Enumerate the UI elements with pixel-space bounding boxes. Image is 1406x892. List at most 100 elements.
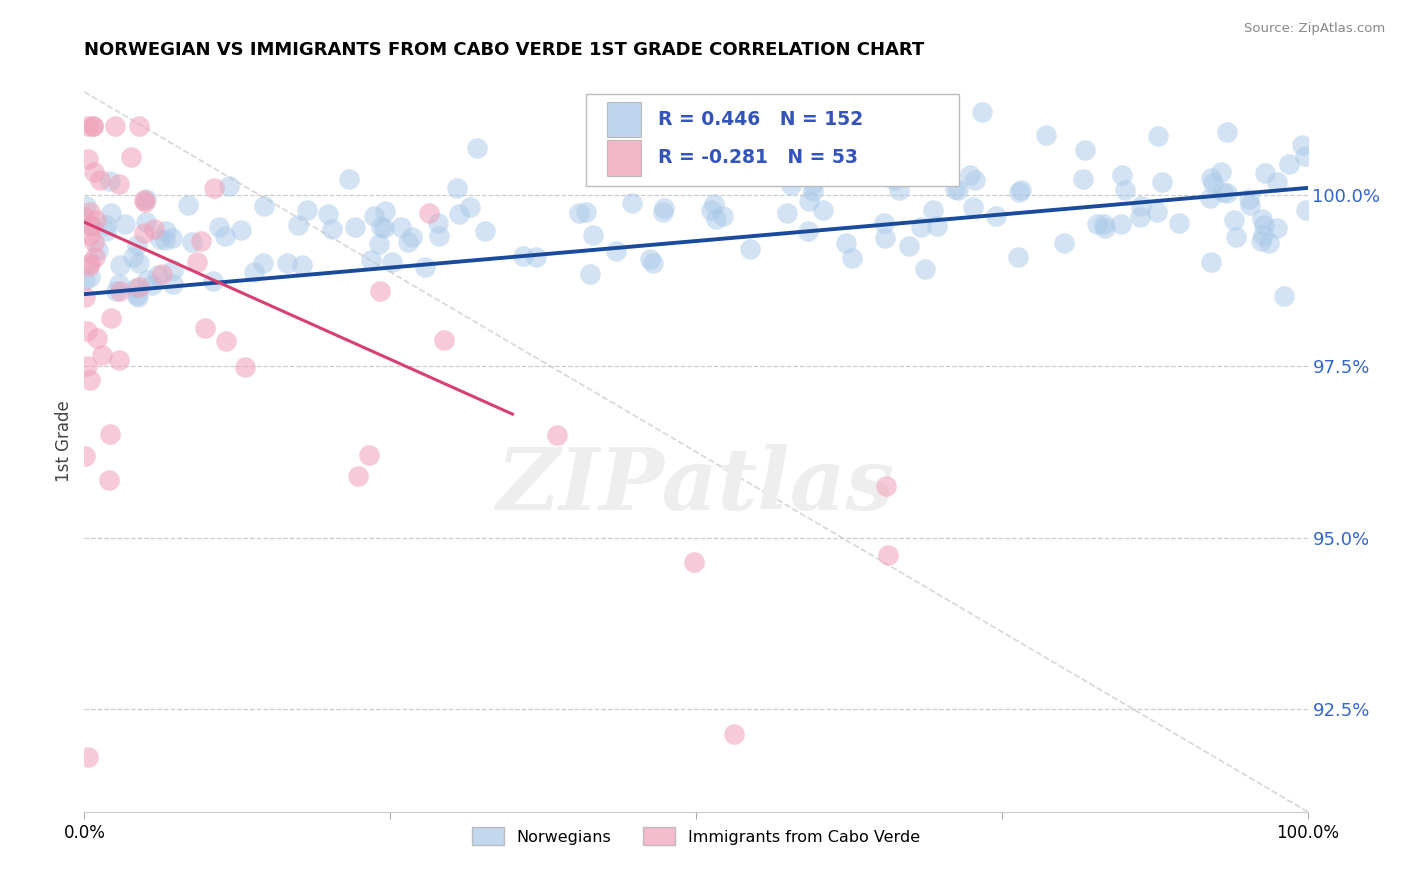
Point — [127, 290, 149, 304]
Point — [291, 258, 314, 272]
Point — [914, 262, 936, 277]
Point — [155, 224, 177, 238]
Point — [396, 235, 419, 249]
Point — [190, 234, 212, 248]
Legend: Norwegians, Immigrants from Cabo Verde: Norwegians, Immigrants from Cabo Verde — [465, 821, 927, 852]
Point — [1237, 192, 1260, 206]
Point — [357, 448, 380, 462]
Point — [959, 168, 981, 182]
Point — [568, 206, 591, 220]
Point — [252, 255, 274, 269]
Point — [215, 334, 238, 349]
Point — [1291, 137, 1313, 152]
Point — [578, 267, 600, 281]
Point — [575, 205, 598, 219]
Point — [79, 218, 101, 232]
Point — [370, 220, 392, 235]
Point — [526, 250, 548, 264]
Point — [135, 215, 157, 229]
Point — [132, 226, 155, 240]
Point — [921, 202, 943, 217]
Point — [108, 284, 131, 298]
Point — [703, 197, 725, 211]
Point — [114, 217, 136, 231]
Point — [835, 235, 858, 250]
Point — [128, 255, 150, 269]
Point — [193, 321, 215, 335]
Text: R = -0.281   N = 53: R = -0.281 N = 53 — [658, 148, 858, 168]
Point — [76, 199, 98, 213]
Point — [1128, 210, 1150, 224]
Point — [374, 203, 396, 218]
Point — [125, 238, 148, 252]
Point — [100, 206, 122, 220]
Point — [946, 183, 969, 197]
Point — [652, 201, 675, 215]
Point — [1212, 185, 1234, 199]
Point — [253, 199, 276, 213]
Point — [233, 359, 256, 374]
Point — [1295, 202, 1317, 217]
Y-axis label: 1st Grade: 1st Grade — [55, 401, 73, 483]
Point — [898, 239, 921, 253]
Point — [142, 221, 165, 235]
Point — [910, 219, 932, 234]
Point — [427, 229, 450, 244]
Text: Source: ZipAtlas.com: Source: ZipAtlas.com — [1244, 22, 1385, 36]
Point — [83, 235, 105, 250]
Point — [86, 331, 108, 345]
Point — [1250, 211, 1272, 226]
Point — [413, 260, 436, 275]
Point — [162, 262, 184, 277]
Point — [641, 255, 664, 269]
Point — [136, 272, 159, 286]
Point — [128, 119, 150, 133]
Point — [76, 359, 98, 373]
Point — [1111, 168, 1133, 182]
Point — [962, 200, 984, 214]
Point — [1199, 191, 1222, 205]
Point — [316, 207, 339, 221]
Point — [796, 224, 818, 238]
Point — [75, 290, 97, 304]
Point — [605, 244, 627, 258]
Point — [1215, 125, 1237, 139]
Point — [1035, 128, 1057, 142]
Point — [120, 150, 142, 164]
Point — [75, 449, 97, 463]
Point — [433, 333, 456, 347]
Point — [512, 249, 534, 263]
Point — [889, 183, 911, 197]
Point — [1265, 176, 1288, 190]
Point — [682, 555, 704, 569]
Point — [108, 178, 131, 192]
FancyBboxPatch shape — [606, 140, 641, 176]
Point — [546, 428, 568, 442]
Point — [79, 228, 101, 243]
Point — [875, 478, 897, 492]
Point — [1239, 198, 1261, 212]
Point — [287, 219, 309, 233]
Point — [1278, 157, 1301, 171]
Point — [1199, 254, 1222, 268]
Point — [84, 250, 107, 264]
Text: R = 0.446   N = 152: R = 0.446 N = 152 — [658, 110, 863, 129]
Point — [972, 105, 994, 120]
Text: ZIPatlas: ZIPatlas — [496, 444, 896, 528]
Point — [1150, 175, 1173, 189]
Point — [96, 223, 118, 237]
Point — [883, 172, 905, 186]
Point — [801, 177, 824, 191]
Point — [1265, 220, 1288, 235]
Point — [1010, 183, 1032, 197]
Point — [82, 119, 104, 133]
Point — [965, 173, 987, 187]
Point — [87, 243, 110, 257]
Point — [389, 219, 412, 234]
Point — [162, 277, 184, 291]
Point — [77, 750, 100, 764]
Point — [229, 223, 252, 237]
Point — [98, 426, 121, 441]
Point — [321, 222, 343, 236]
FancyBboxPatch shape — [606, 102, 641, 137]
